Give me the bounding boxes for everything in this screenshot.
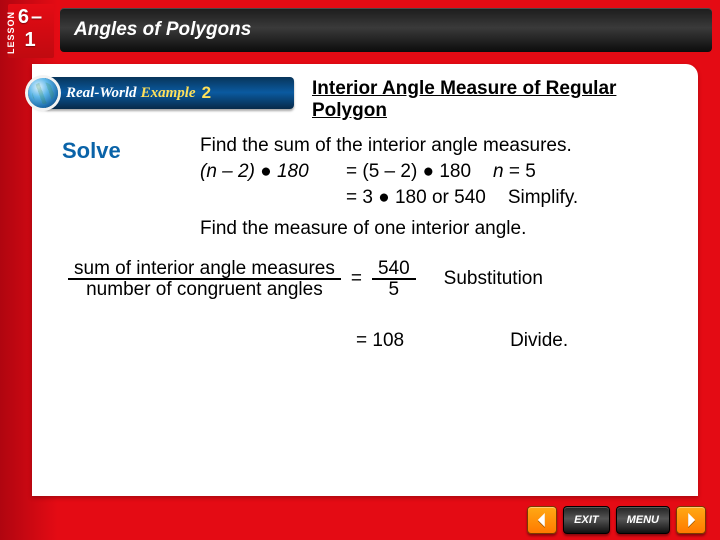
corner-watermark [36,450,76,490]
solve-label: Solve [62,138,121,164]
step2-rhs: = 3 ● 180 or 540 [346,186,486,210]
step2-reason: Simplify. [508,186,578,210]
example-number: 2 [202,83,211,103]
find-sum-line: Find the sum of the interior angle measu… [200,134,678,158]
words-fraction: sum of interior angle measures number of… [68,259,341,299]
number-fraction: 540 5 [372,259,416,299]
example-text: Example [141,85,196,102]
fraction-denominator: number of congruent angles [68,278,341,299]
lesson-title: Angles of Polygons [60,8,712,52]
lesson-badge: 6– 1 LESSON [8,4,54,58]
example-banner: Real-World Example 2 [28,74,302,112]
equals-1: = [351,267,362,291]
step1-lhs: (n – 2) ● 180 [200,160,334,184]
content-title: Interior Angle Measure of Regular Polygo… [312,78,680,122]
step1-rhs: = (5 – 2) ● 180 [346,160,471,184]
find-one-line: Find the measure of one interior angle. [200,217,678,241]
eq-den: 5 [372,278,416,299]
example-pill: Real-World Example 2 [44,77,294,109]
chevron-right-icon [684,513,698,527]
step-1: (n – 2) ● 180 = (5 – 2) ● 180 n = 5 [200,160,678,184]
divide-label: Divide. [510,329,568,353]
next-button[interactable] [676,506,706,534]
lesson-number: 6– 1 [12,6,50,52]
real-world-text: Real-World [66,85,137,102]
solution-body: Find the sum of the interior angle measu… [200,126,678,353]
chevron-left-icon [535,513,549,527]
result-eq: = 108 [356,329,404,353]
result-row: = 108 Divide. [356,329,678,353]
content-page: Real-World Example 2 Interior Angle Meas… [32,64,698,496]
lesson-word: LESSON [6,11,16,54]
exit-button[interactable]: EXIT [563,506,609,534]
bottom-nav: EXIT MENU [527,506,706,534]
substitution-label: Substitution [444,267,543,291]
prev-button[interactable] [527,506,557,534]
eq-num: 540 [372,259,416,278]
step-2: = 3 ● 180 or 540 Simplify. [200,186,678,210]
step1-reason: n = 5 [493,160,536,184]
fraction-numerator: sum of interior angle measures [68,259,341,278]
slide-frame: 6– 1 LESSON Angles of Polygons Real-Worl… [0,0,720,540]
fraction-row: sum of interior angle measures number of… [68,259,678,299]
top-bar: 6– 1 LESSON Angles of Polygons [8,4,712,60]
menu-button[interactable]: MENU [616,506,670,534]
globe-icon [28,78,58,108]
